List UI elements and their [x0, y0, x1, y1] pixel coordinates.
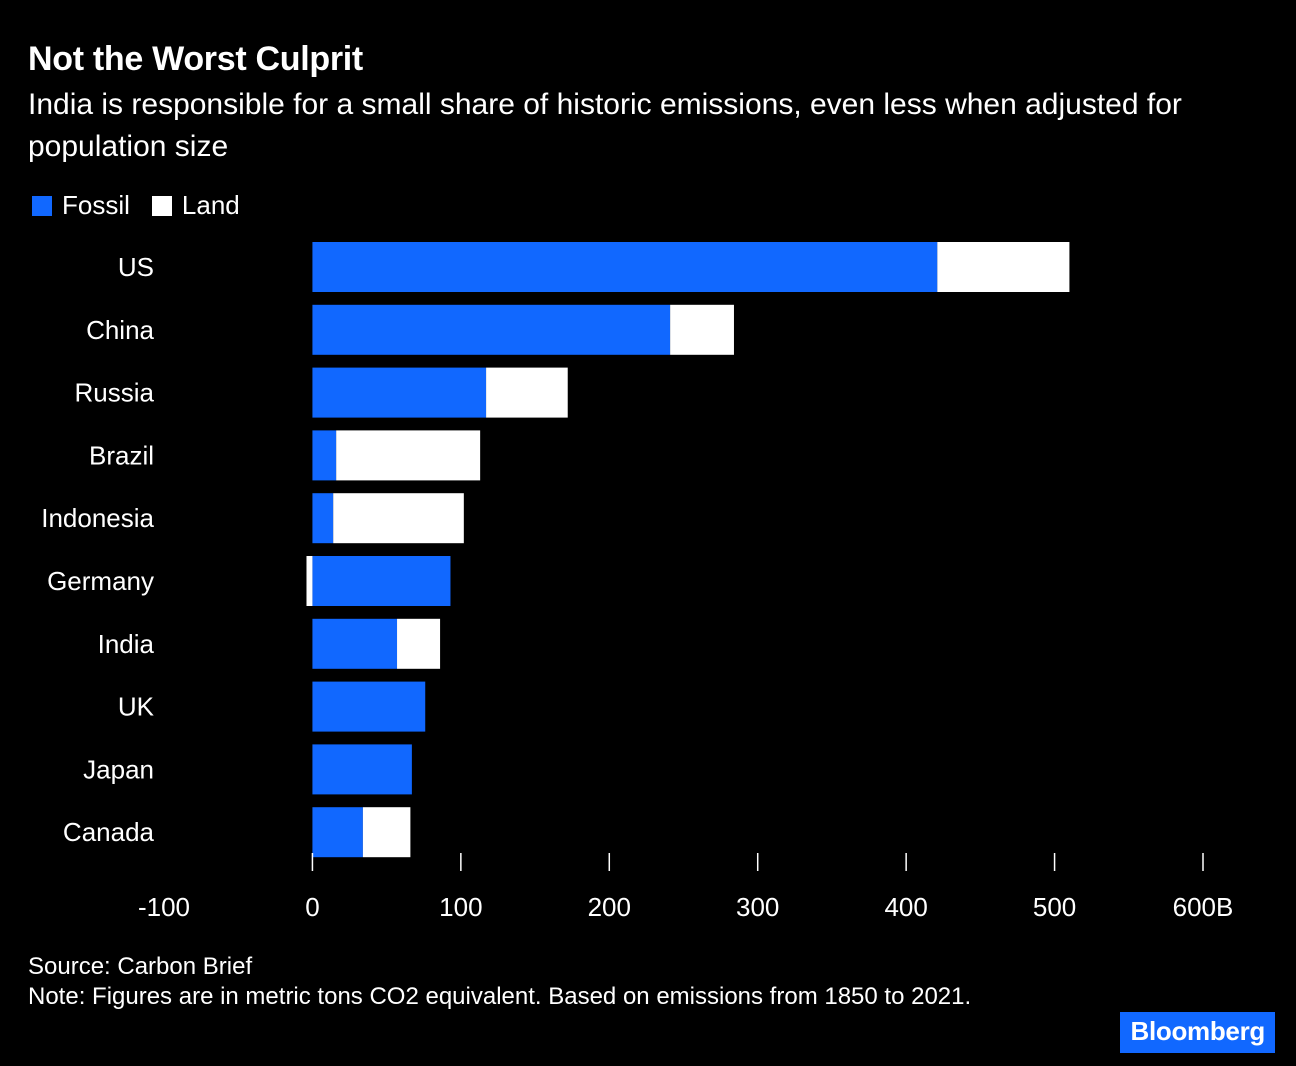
bar-land-russia — [486, 367, 568, 418]
bar-fossil-china — [312, 304, 671, 355]
category-label-us: US — [118, 252, 154, 282]
x-tick-label-300: 300 — [736, 892, 779, 922]
legend-label-fossil: Fossil — [62, 190, 130, 220]
legend-item-fossil: Fossil — [32, 190, 130, 221]
bar-land-india — [397, 618, 441, 669]
bar-land-brazil — [336, 430, 481, 481]
bar-land-us — [937, 242, 1070, 292]
bar-land-china — [670, 304, 734, 355]
bar-land-germany — [306, 556, 313, 606]
bar-land-indonesia — [333, 493, 464, 544]
chart-subtitle: India is responsible for a small share o… — [28, 88, 1182, 163]
bar-fossil-germany — [312, 556, 451, 606]
bar-fossil-canada — [312, 807, 363, 858]
legend: Fossil Land — [32, 190, 262, 221]
bar-fossil-us — [312, 242, 938, 292]
x-tick-label--100: -100 — [138, 892, 190, 922]
x-tick-label-0: 0 — [305, 892, 319, 922]
bar-chart: US China Russia Brazil Indonesia Germany India… — [41, 242, 1234, 922]
category-label-china: China — [86, 315, 154, 345]
legend-swatch-land — [151, 195, 172, 216]
x-tick-label-600: 600B — [1173, 892, 1234, 922]
bar-fossil-indonesia — [312, 493, 334, 544]
bloomberg-logo: Bloomberg — [1120, 1012, 1275, 1053]
x-tick-label-500: 500 — [1033, 892, 1076, 922]
x-tick-label-200: 200 — [588, 892, 631, 922]
category-label-japan: Japan — [83, 754, 154, 784]
chart-title: Not the Worst Culprit — [28, 40, 363, 78]
x-tick-label-400: 400 — [884, 892, 927, 922]
legend-label-land: Land — [181, 190, 240, 220]
category-label-germany: Germany — [47, 566, 154, 596]
footer: Source: Carbon Brief Note: Figures are i… — [28, 952, 1008, 1012]
bar-fossil-russia — [312, 367, 487, 418]
legend-swatch-fossil — [32, 195, 52, 216]
x-tick-label-100: 100 — [439, 892, 482, 922]
bar-land-canada — [362, 807, 411, 858]
category-label-russia: Russia — [75, 378, 155, 408]
category-label-indonesia: Indonesia — [41, 503, 154, 533]
bar-fossil-uk — [312, 681, 426, 732]
source-text: Source: Carbon Brief — [28, 953, 253, 980]
category-label-canada: Canada — [63, 817, 155, 847]
bar-fossil-brazil — [312, 430, 337, 481]
category-label-uk: UK — [118, 692, 155, 722]
note-text: Note: Figures are in metric tons CO2 equ… — [28, 983, 972, 1010]
legend-item-land: Land — [151, 190, 240, 221]
bar-fossil-japan — [312, 744, 412, 795]
category-label-india: India — [98, 629, 155, 659]
category-label-brazil: Brazil — [89, 440, 154, 470]
bar-fossil-india — [312, 618, 398, 669]
